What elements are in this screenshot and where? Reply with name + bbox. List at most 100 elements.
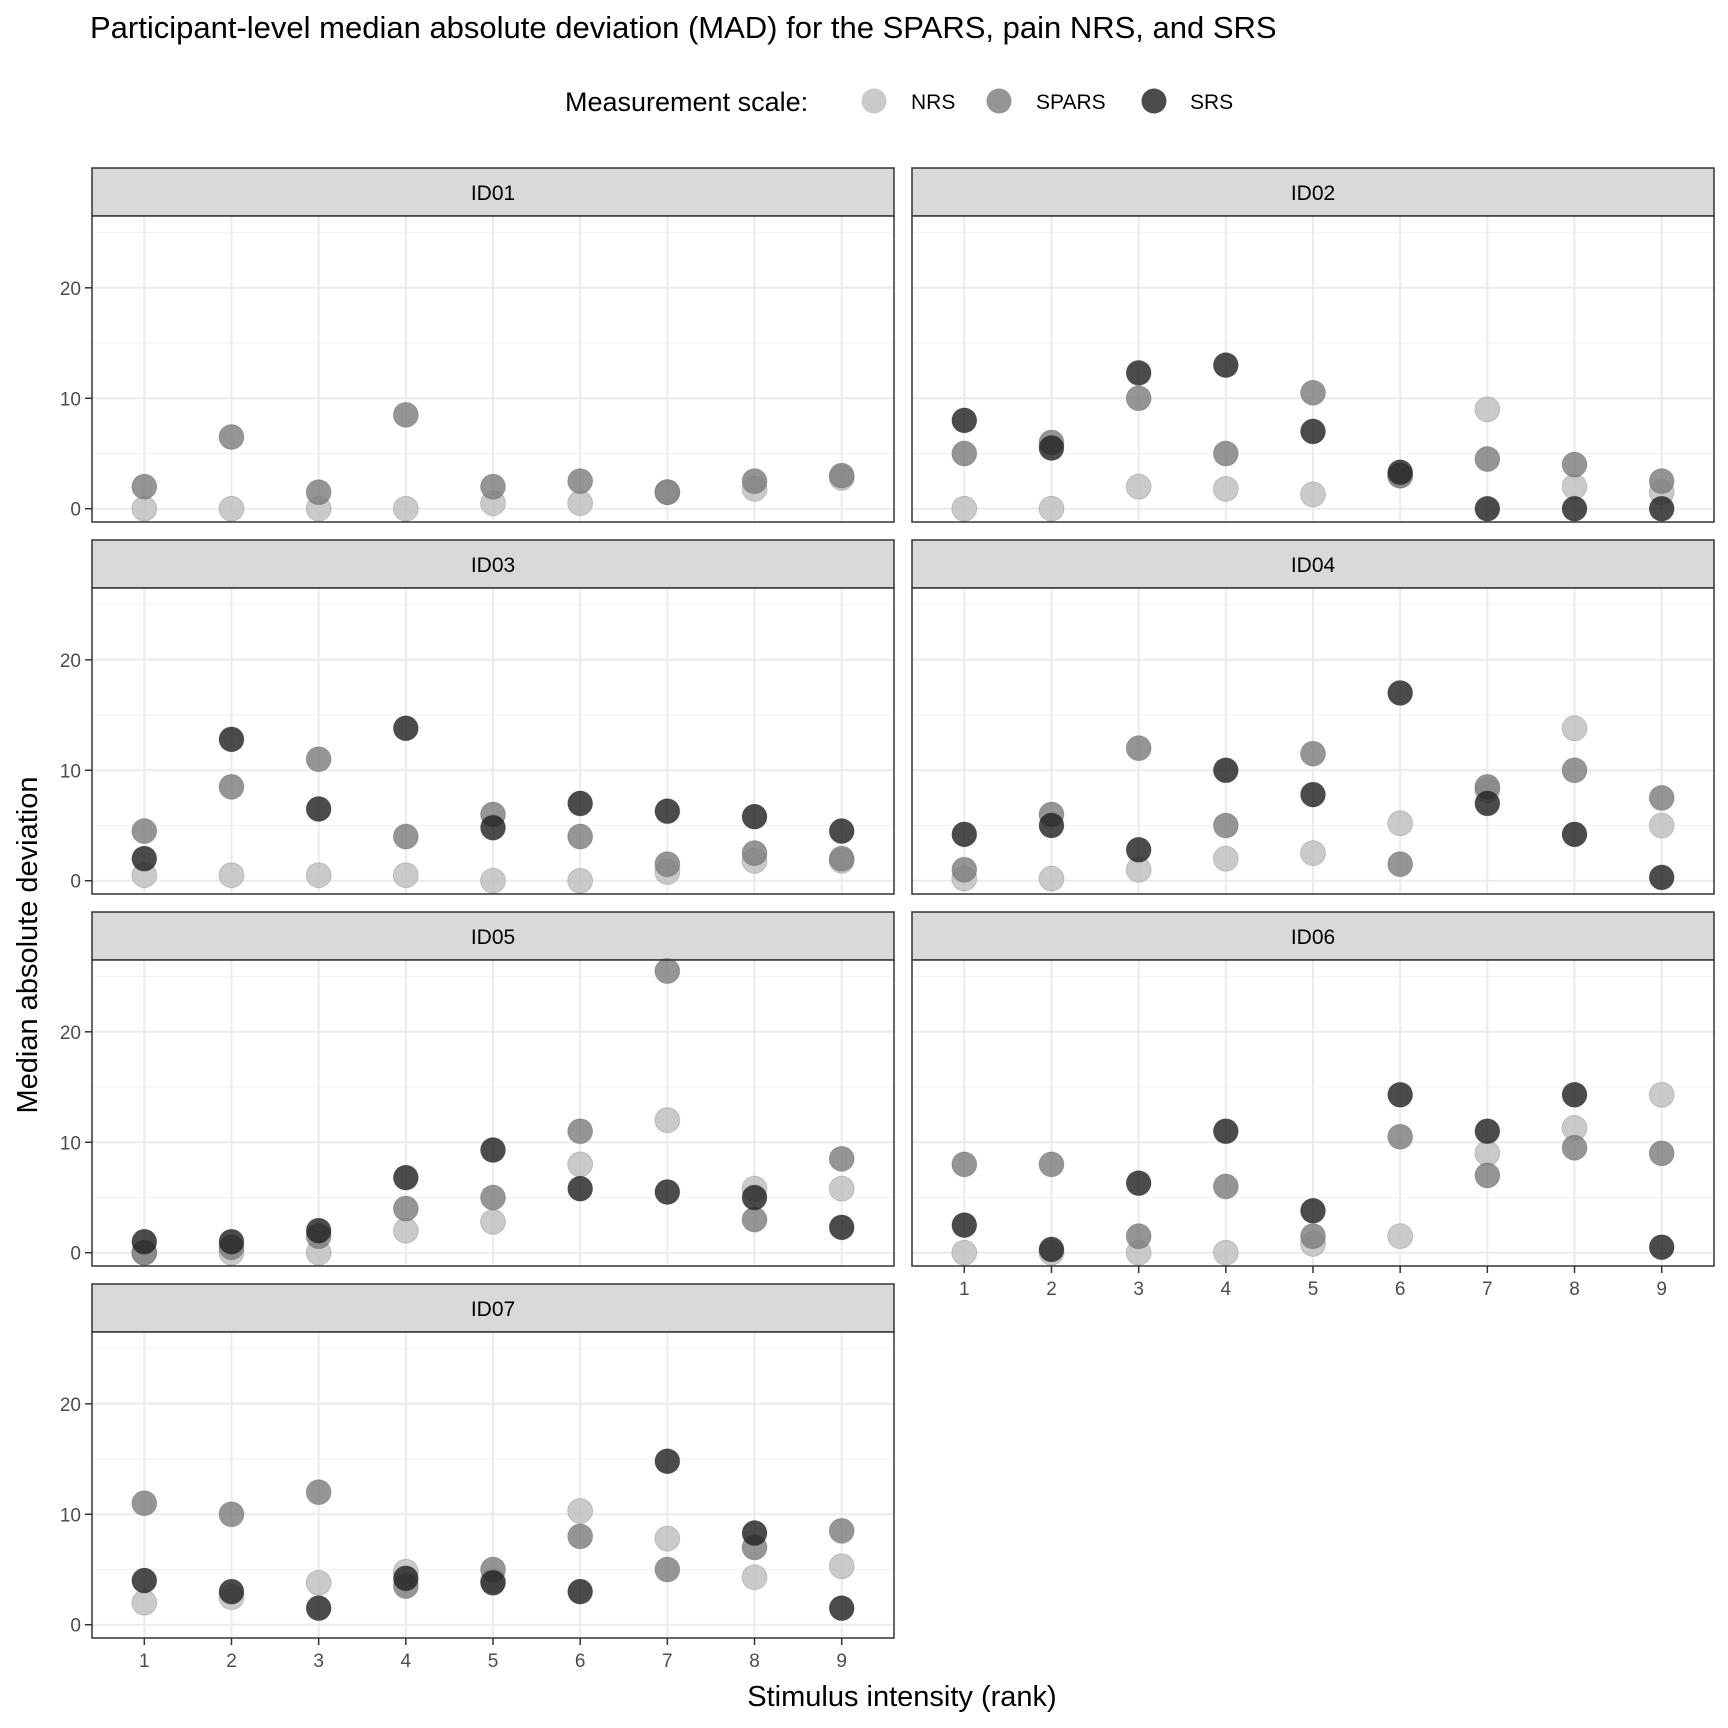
data-point-nrs [567, 867, 594, 894]
y-tick-label: 10 [60, 761, 81, 782]
panel-border [91, 959, 895, 1267]
y-tick-label: 0 [70, 1244, 81, 1265]
data-point-spars [828, 845, 855, 872]
data-point-srs [1038, 812, 1065, 839]
data-point-spars [654, 958, 681, 985]
data-point-spars [480, 1184, 506, 1211]
data-point-nrs [951, 1239, 978, 1266]
data-point-nrs [1300, 840, 1326, 867]
x-tick-label: 9 [836, 1651, 847, 1672]
data-point-nrs [480, 867, 506, 894]
x-tick-label: 9 [1656, 1279, 1667, 1300]
legend-key-nrs [861, 88, 887, 114]
data-point-srs [741, 1520, 768, 1547]
data-point-srs [1648, 1234, 1675, 1261]
data-point-srs [1212, 757, 1239, 784]
x-tick-label: 3 [313, 1651, 324, 1672]
data-point-spars [567, 468, 594, 495]
data-point-nrs [480, 1208, 506, 1235]
data-point-srs [480, 814, 506, 841]
x-tick-label: 5 [488, 1651, 499, 1672]
data-point-srs [1125, 359, 1152, 386]
data-point-spars [567, 823, 594, 850]
data-point-spars [305, 746, 332, 773]
panel-strip [911, 539, 1715, 589]
y-tick-label: 0 [70, 872, 81, 893]
data-point-srs [1300, 1197, 1326, 1224]
data-point-spars [131, 473, 158, 500]
data-point-srs [131, 1228, 158, 1255]
data-point-spars [392, 1195, 419, 1222]
data-point-spars [218, 773, 245, 800]
y-tick-label: 20 [60, 1023, 81, 1044]
data-point-srs [305, 1217, 332, 1244]
legend-item-nrs: NRS [861, 88, 955, 114]
data-point-nrs [654, 1525, 681, 1552]
legend: Measurement scale: NRS SPARS SRS [565, 87, 1233, 117]
data-point-srs [1300, 781, 1326, 808]
panel-id02: ID02 [911, 167, 1715, 523]
panel-strip [911, 911, 1715, 961]
data-point-srs [1212, 352, 1239, 379]
x-tick-label: 3 [1133, 1279, 1144, 1300]
data-point-nrs [392, 862, 419, 889]
data-point-nrs [218, 862, 245, 889]
data-point-spars [951, 856, 978, 883]
data-point-nrs [392, 495, 419, 522]
data-point-spars [1648, 784, 1675, 811]
data-point-spars [828, 1517, 855, 1544]
panel-id06: ID06 1 2 3 4 5 6 7 8 9 [911, 911, 1715, 1300]
data-point-spars [1300, 1223, 1326, 1250]
legend-label-nrs: NRS [911, 91, 955, 114]
data-point-srs [654, 1448, 681, 1475]
panel-id05: ID05 0 10 20 [60, 911, 895, 1267]
data-point-nrs [305, 862, 332, 889]
data-point-srs [1387, 679, 1414, 706]
data-point-srs [131, 1567, 158, 1594]
data-point-nrs [567, 1497, 594, 1524]
panel-strip [91, 539, 895, 589]
y-axis-title: Median absolute deviation [12, 777, 44, 1114]
panel-strip-label: ID03 [471, 554, 515, 577]
x-tick-label: 8 [1569, 1279, 1580, 1300]
x-tick-label: 7 [1482, 1279, 1493, 1300]
data-point-srs [1561, 1081, 1588, 1108]
panel-id04: ID04 [911, 539, 1715, 895]
data-point-nrs [567, 1151, 594, 1178]
y-tick-label: 0 [70, 500, 81, 521]
data-point-nrs [1038, 495, 1065, 522]
data-point-srs [131, 845, 158, 872]
data-point-nrs [828, 1553, 855, 1580]
data-point-srs [218, 726, 245, 753]
panel-id01: ID01 0 10 20 [60, 167, 895, 523]
data-point-nrs [1300, 481, 1326, 508]
data-point-srs [1038, 434, 1065, 461]
data-point-nrs [1387, 810, 1414, 837]
panel-strip [911, 167, 1715, 217]
data-point-srs [951, 1212, 978, 1239]
data-point-srs [305, 795, 332, 822]
panel-border [91, 587, 895, 895]
data-point-nrs [1125, 473, 1152, 500]
data-point-srs [218, 1578, 245, 1605]
data-point-srs [1648, 864, 1675, 891]
data-point-spars [1125, 385, 1152, 412]
data-point-srs [741, 803, 768, 830]
x-tick-label: 2 [226, 1651, 237, 1672]
data-point-srs [828, 1214, 855, 1241]
y-tick-label: 20 [60, 1395, 81, 1416]
data-point-srs [1648, 495, 1675, 522]
data-point-spars [951, 440, 978, 467]
legend-item-srs: SRS [1141, 88, 1233, 114]
data-point-spars [131, 1490, 158, 1517]
data-point-srs [1212, 1118, 1239, 1145]
data-point-spars [1474, 446, 1501, 473]
x-tick-label: 4 [1221, 1279, 1232, 1300]
data-point-srs [480, 1569, 506, 1596]
chart-title: Participant-level median absolute deviat… [90, 10, 1277, 45]
data-point-spars [1125, 735, 1152, 762]
data-point-spars [1387, 851, 1414, 878]
data-point-spars [480, 473, 506, 500]
data-point-spars [654, 851, 681, 878]
data-point-nrs [305, 1569, 332, 1596]
